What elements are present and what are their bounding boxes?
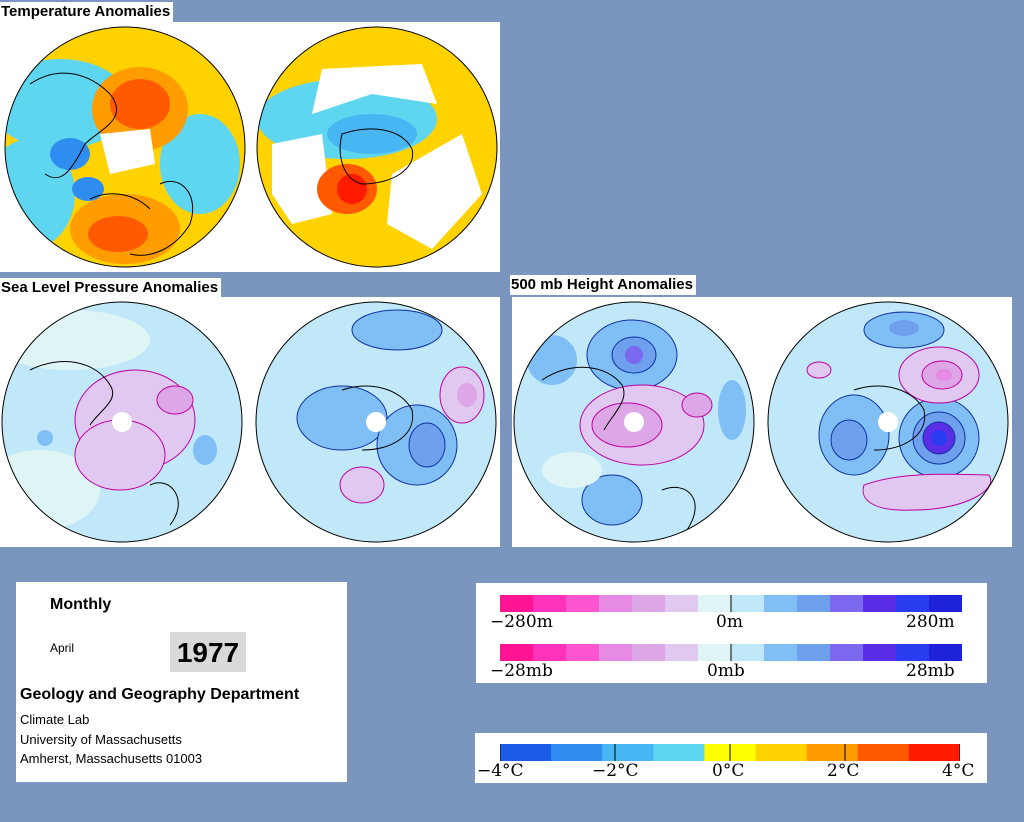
height-scale-swatch [533,595,567,612]
height-scale-swatch [665,595,699,612]
slp-title: Sea Level Pressure Anomalies [0,278,222,298]
height-scale-swatch [863,595,897,612]
university-name: University of Massachusetts [20,732,182,747]
temp-label-minus2: −2°C [592,761,639,781]
height-scale-swatch [797,595,831,612]
info-box: Monthly April 1977 Geology and Geography… [16,582,347,782]
pressure-scale-swatch [665,644,699,661]
height-scale-swatch [830,595,864,612]
month-label: April [50,641,75,655]
pressure-scale-swatch [533,644,567,661]
pressure-scale-swatch [764,644,798,661]
temperature-scale-swatch [602,744,654,761]
temperature-map-south [256,26,498,268]
temperature-scale-swatch [551,744,603,761]
anomaly-legend: −280m 0m 280m −28mb 0mb 28mb [476,583,987,683]
temperature-map-north [4,26,246,268]
temperature-legend: −4°C −2°C 0°C 2°C 4°C [475,733,987,783]
height-scale-swatch [896,595,930,612]
height-max-label: 280m [906,612,955,632]
year-label: 1977 [170,632,246,672]
pressure-scale-swatch [929,644,962,661]
temperature-scale-swatch [500,744,552,761]
height-scale-swatch [599,595,633,612]
height-scale-swatch [764,595,798,612]
temperature-scale-swatch [755,744,808,761]
temperature-scale-swatch [908,744,960,761]
pressure-max-label: 28mb [906,661,955,681]
period-type: Monthly [50,596,112,613]
height-scale-swatch [566,595,600,612]
lab-name: Climate Lab [20,712,90,727]
pressure-scale-swatch [896,644,930,661]
temp-label-zero: 0°C [712,761,745,781]
pressure-zero-label: 0mb [707,661,745,681]
pressure-scale-swatch [797,644,831,661]
height-zero-label: 0m [716,612,743,632]
pressure-scale-swatch [566,644,600,661]
pressure-color-bar [500,644,962,661]
height-map-north [513,301,755,543]
pressure-min-label: −28mb [490,661,553,681]
pressure-scale-swatch [698,644,732,661]
temperature-scale-swatch [653,744,705,761]
height-scale-swatch [698,595,732,612]
temp-label-minus4: −4°C [477,761,524,781]
temperature-color-bar [500,744,960,761]
pressure-scale-swatch [830,644,864,661]
temperature-title: Temperature Anomalies [0,2,174,22]
height-title: 500 mb Height Anomalies [510,275,696,295]
pressure-scale-swatch [500,644,534,661]
height-min-label: −280m [490,612,553,632]
address-line: Amherst, Massachusetts 01003 [20,751,203,766]
pressure-scale-swatch [599,644,633,661]
department-name: Geology and Geography Department [20,686,300,703]
height-scale-swatch [632,595,666,612]
temperature-scale-swatch [857,744,910,761]
pressure-scale-swatch [731,644,765,661]
height-color-bar [500,595,962,612]
temperature-scale-swatch [806,744,859,761]
height-scale-swatch [731,595,765,612]
height-scale-swatch [500,595,534,612]
slp-map-north [1,301,243,543]
temp-label-plus4: 4°C [942,761,975,781]
height-scale-swatch [929,595,962,612]
height-map-south [767,301,1009,543]
slp-map-south [255,301,497,543]
pressure-scale-swatch [632,644,666,661]
pressure-scale-swatch [863,644,897,661]
temp-label-plus2: 2°C [827,761,860,781]
